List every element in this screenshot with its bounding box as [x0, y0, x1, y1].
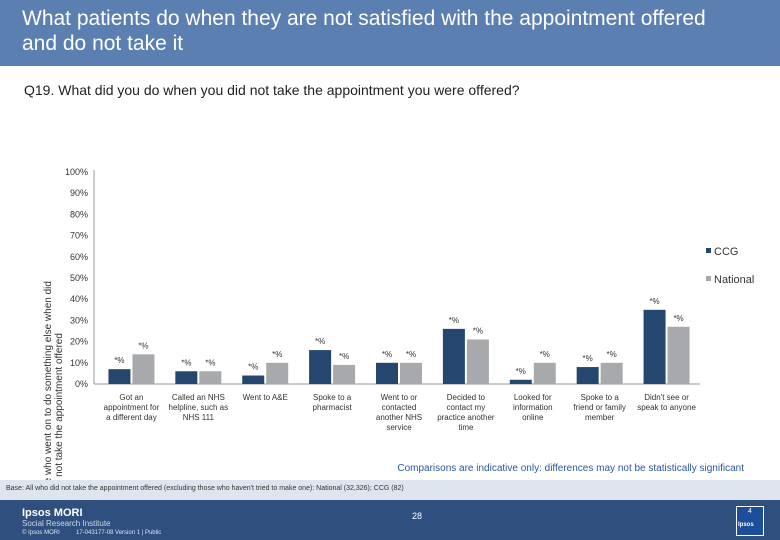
- x-tick-label: practice another: [437, 413, 495, 422]
- x-tick-label: member: [585, 413, 615, 422]
- y-tick-label: 70%: [70, 231, 88, 241]
- x-tick-label: Went to or: [381, 393, 418, 402]
- x-tick-label: NHS 111: [183, 413, 215, 422]
- bar-ccg: [576, 367, 599, 384]
- ipsos-badge-logo: [736, 506, 764, 536]
- data-label: *%: [607, 350, 617, 359]
- y-tick-label: 20%: [70, 337, 88, 347]
- y-tick-label: 30%: [70, 315, 88, 325]
- copyright: © Ipsos MORI: [22, 530, 60, 536]
- data-label: *%: [583, 354, 593, 363]
- bar-national: [132, 354, 155, 384]
- data-label: *%: [205, 358, 215, 367]
- page-title: What patients do when they are not satis…: [22, 7, 706, 55]
- y-tick-label: 0%: [75, 379, 88, 389]
- data-label: *%: [382, 350, 392, 359]
- x-tick-label: Went to A&E: [243, 393, 288, 402]
- x-tick-label: service: [386, 423, 412, 432]
- data-label: *%: [473, 326, 483, 335]
- footer: [0, 500, 780, 540]
- legend-label-ccg: CCG: [714, 246, 738, 258]
- x-tick-label: Spoke to a: [313, 393, 352, 402]
- bar-national: [333, 364, 356, 384]
- data-label: *%: [181, 358, 191, 367]
- data-label: *%: [138, 341, 148, 350]
- bar-national: [667, 326, 690, 384]
- data-label: *%: [516, 367, 526, 376]
- bar-national: [466, 339, 489, 384]
- badge-number: 4: [748, 508, 752, 515]
- bar-national: [266, 362, 289, 384]
- x-tick-label: Didn't see or: [644, 393, 689, 402]
- base-text: Base: All who did not take the appointme…: [6, 485, 404, 492]
- legend-swatch-ccg: [706, 248, 711, 253]
- x-tick-label: appointment for: [104, 403, 160, 412]
- badge-label: Ipsos: [738, 522, 754, 528]
- legend-swatch-national: [706, 276, 711, 281]
- bar-national: [400, 362, 422, 384]
- ipsos-logo-text: Ipsos MORI: [22, 507, 83, 519]
- base-bar: [0, 480, 780, 500]
- bar-ccg: [108, 369, 131, 384]
- x-tick-label: contact my: [447, 403, 486, 412]
- bar-ccg: [309, 350, 332, 384]
- x-tick-label: information: [513, 403, 553, 412]
- comparison-note: Comparisons are indicative only: differe…: [397, 463, 744, 474]
- y-tick-label: 60%: [70, 252, 88, 262]
- legend-label-national: National: [714, 274, 754, 286]
- data-label: *%: [649, 297, 659, 306]
- y-tick-label: 40%: [70, 294, 88, 304]
- x-tick-label: Called an NHS: [172, 393, 225, 402]
- x-tick-label: a different day: [106, 413, 157, 422]
- data-label: *%: [339, 352, 349, 361]
- x-tick-label: Spoke to a: [581, 393, 620, 402]
- data-label: *%: [673, 314, 683, 323]
- x-tick-label: time: [458, 423, 474, 432]
- institute-text: Social Research Institute: [22, 519, 111, 528]
- y-tick-label: 80%: [70, 209, 88, 219]
- question-text: Q19. What did you do when you did not ta…: [24, 82, 520, 98]
- x-tick-label: Got an: [119, 393, 143, 402]
- y-tick-label: 10%: [70, 358, 88, 368]
- bar-ccg: [643, 309, 666, 384]
- data-label: *%: [406, 350, 416, 359]
- x-tick-label: friend or family: [573, 403, 625, 412]
- bar-ccg: [509, 379, 532, 384]
- bar-ccg: [376, 362, 398, 384]
- bar-chart: 100% 90% 80% 70% 60% 50% 40% 30% 20% 10% 0% *% *% Got…: [65, 167, 754, 432]
- data-label: *%: [114, 356, 124, 365]
- y-tick-label: 90%: [70, 188, 88, 198]
- title-banner: [0, 0, 780, 66]
- data-label: *%: [449, 316, 459, 325]
- x-tick-label: Looked for: [514, 393, 552, 402]
- bar-national: [600, 362, 623, 384]
- bar-ccg: [242, 375, 265, 384]
- bar-national: [199, 371, 222, 384]
- data-label: *%: [272, 350, 282, 359]
- x-tick-label: helpline, such as: [169, 403, 229, 412]
- data-label: *%: [248, 363, 258, 372]
- x-tick-label: speak to anyone: [637, 403, 696, 412]
- bar-national: [533, 362, 556, 384]
- x-tick-label: pharmacist: [313, 403, 353, 412]
- y-tick-label: 100%: [65, 167, 88, 177]
- data-label: *%: [540, 350, 550, 359]
- x-tick-label: contacted: [382, 403, 417, 412]
- bar-ccg: [175, 371, 198, 384]
- data-label: *%: [315, 337, 325, 346]
- x-tick-label: Decided to: [447, 393, 486, 402]
- job-reference: 17-043177-08 Version 1 | Public: [76, 530, 162, 536]
- page-number: 28: [412, 511, 423, 521]
- bar-ccg: [442, 328, 465, 384]
- x-tick-label: online: [522, 413, 544, 422]
- x-tick-label: another NHS: [376, 413, 422, 422]
- y-tick-label: 50%: [70, 273, 88, 283]
